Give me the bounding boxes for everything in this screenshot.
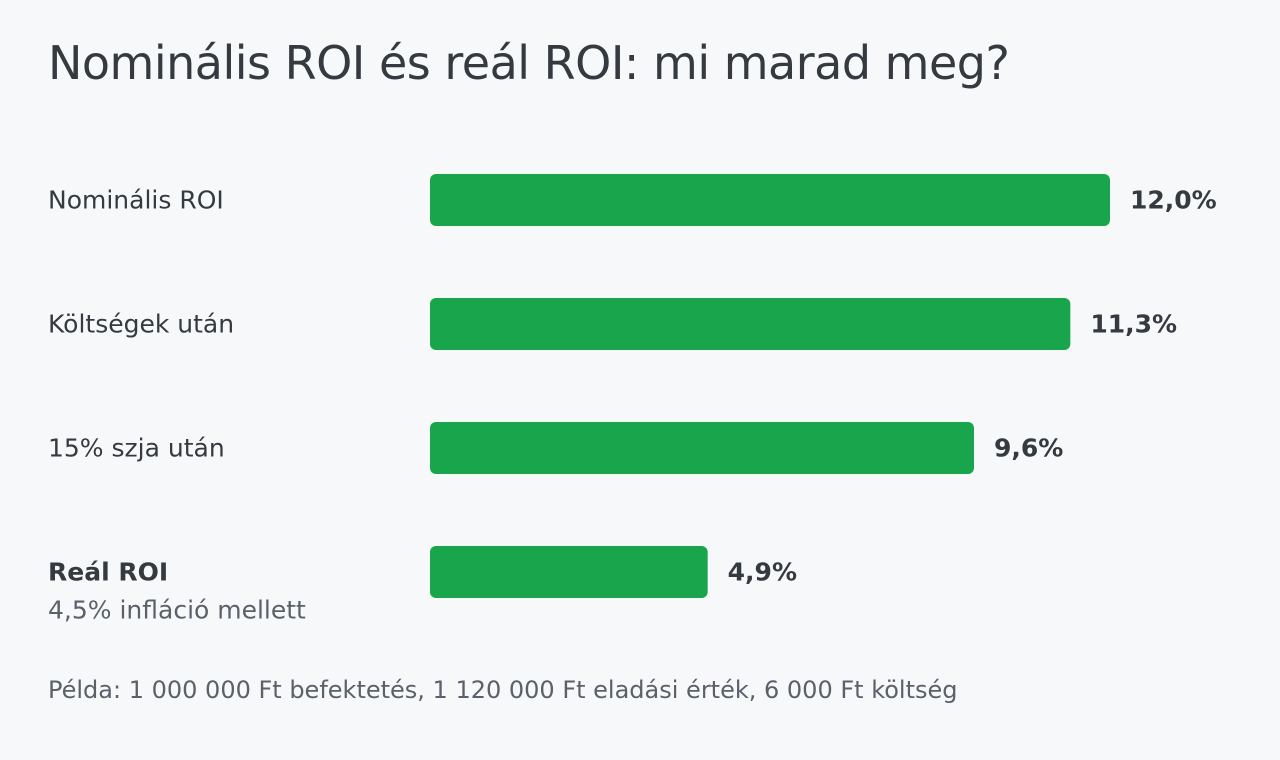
category-label-2: Költségek után bbox=[48, 310, 234, 339]
category-sublabel-4: 4,5% infláció mellett bbox=[48, 596, 306, 625]
category-label-4: Reál ROI bbox=[48, 558, 168, 587]
value-label-2: 11,3% bbox=[1090, 310, 1177, 339]
value-label-4: 4,9% bbox=[728, 558, 797, 587]
bar-1 bbox=[430, 174, 1110, 226]
category-label-3: 15% szja után bbox=[48, 434, 225, 463]
bar-3 bbox=[430, 422, 974, 474]
category-label-1: Nominális ROI bbox=[48, 186, 224, 215]
value-label-3: 9,6% bbox=[994, 434, 1063, 463]
chart-footnote: Példa: 1 000 000 Ft befektetés, 1 120 00… bbox=[48, 676, 958, 704]
value-label-1: 12,0% bbox=[1130, 186, 1217, 215]
bar-2 bbox=[430, 298, 1071, 350]
bar-4 bbox=[430, 546, 708, 598]
chart-title: Nominális ROI és reál ROI: mi marad meg? bbox=[48, 36, 1010, 90]
